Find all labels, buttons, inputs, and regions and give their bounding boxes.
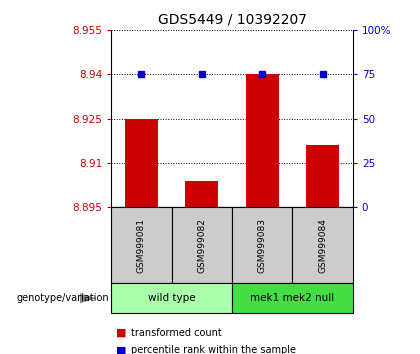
Text: GSM999084: GSM999084 xyxy=(318,218,327,273)
Bar xyxy=(306,145,339,207)
Text: ■: ■ xyxy=(116,328,126,338)
Text: genotype/variation: genotype/variation xyxy=(16,293,109,303)
Polygon shape xyxy=(80,293,97,303)
Text: percentile rank within the sample: percentile rank within the sample xyxy=(131,346,297,354)
Bar xyxy=(246,74,279,207)
Text: ■: ■ xyxy=(116,346,126,354)
Text: transformed count: transformed count xyxy=(131,328,222,338)
Text: mek1 mek2 null: mek1 mek2 null xyxy=(250,293,335,303)
Bar xyxy=(185,181,218,207)
Bar xyxy=(125,119,158,207)
Text: GSM999083: GSM999083 xyxy=(258,218,267,273)
Title: GDS5449 / 10392207: GDS5449 / 10392207 xyxy=(158,12,307,26)
Text: GSM999081: GSM999081 xyxy=(137,218,146,273)
Text: GSM999082: GSM999082 xyxy=(197,218,206,273)
Text: wild type: wild type xyxy=(148,293,195,303)
